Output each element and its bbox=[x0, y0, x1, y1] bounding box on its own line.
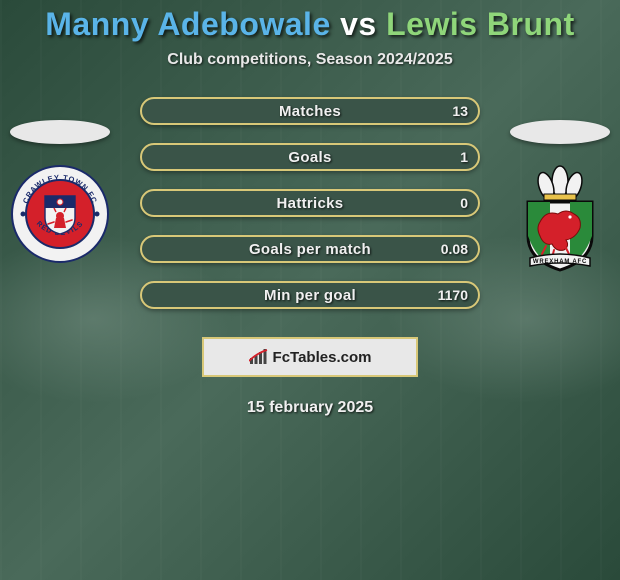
stat-value: 1170 bbox=[438, 287, 468, 303]
brand-box[interactable]: FcTables.com bbox=[202, 337, 418, 377]
stat-value: 13 bbox=[452, 103, 468, 119]
stat-value: 1 bbox=[460, 149, 468, 165]
stat-row-matches: Matches 13 bbox=[140, 97, 480, 125]
stat-label: Goals bbox=[156, 149, 464, 166]
stat-label: Min per goal bbox=[156, 287, 464, 304]
right-team-crest: WREXHAM AFC bbox=[510, 164, 610, 264]
player1-name: Manny Adebowale bbox=[45, 6, 330, 42]
date-text: 15 february 2025 bbox=[247, 399, 373, 417]
comparison-title: Manny Adebowale vs Lewis Brunt bbox=[45, 6, 574, 43]
stat-value: 0.08 bbox=[441, 241, 468, 257]
stats-list: Matches 13 Goals 1 Hattricks 0 Goals per… bbox=[140, 97, 480, 309]
main-content: Manny Adebowale vs Lewis Brunt Club comp… bbox=[0, 0, 620, 580]
subtitle: Club competitions, Season 2024/2025 bbox=[167, 51, 452, 69]
vs-text: vs bbox=[340, 6, 377, 42]
stat-row-goals-per-match: Goals per match 0.08 bbox=[140, 235, 480, 263]
right-player-oval bbox=[510, 120, 610, 144]
stat-label: Hattricks bbox=[156, 195, 464, 212]
bar-chart-icon bbox=[249, 349, 269, 365]
stat-label: Matches bbox=[156, 103, 464, 120]
stat-row-min-per-goal: Min per goal 1170 bbox=[140, 281, 480, 309]
right-team-block: WREXHAM AFC bbox=[510, 120, 610, 280]
wrexham-crest-icon: WREXHAM AFC bbox=[510, 164, 610, 274]
stat-label: Goals per match bbox=[156, 241, 464, 258]
brand-text: FcTables.com bbox=[273, 349, 372, 366]
crawley-crest-icon: CRAWLEY TOWN FC RED DEVILS bbox=[10, 164, 110, 264]
left-team-block: CRAWLEY TOWN FC RED DEVILS bbox=[10, 120, 110, 280]
stat-value: 0 bbox=[460, 195, 468, 211]
stat-row-goals: Goals 1 bbox=[140, 143, 480, 171]
left-player-oval bbox=[10, 120, 110, 144]
stat-row-hattricks: Hattricks 0 bbox=[140, 189, 480, 217]
left-team-crest: CRAWLEY TOWN FC RED DEVILS bbox=[10, 164, 110, 264]
svg-text:WREXHAM AFC: WREXHAM AFC bbox=[533, 259, 587, 265]
player2-name: Lewis Brunt bbox=[386, 6, 575, 42]
